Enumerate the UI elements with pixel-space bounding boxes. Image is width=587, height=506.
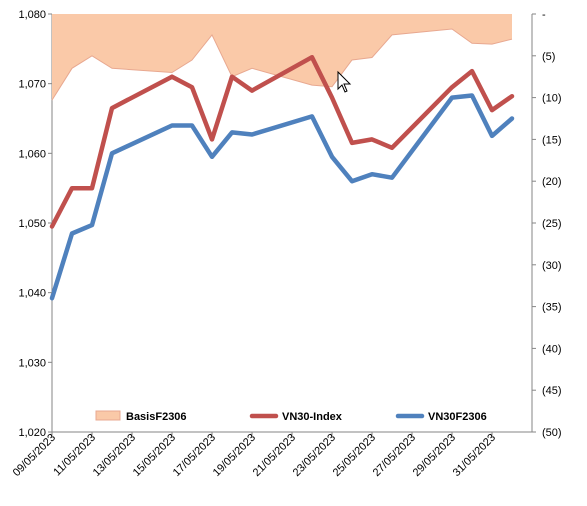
left-tick-label: 1,030: [18, 357, 46, 369]
right-tick-label: (5): [542, 51, 555, 63]
series-edge-basisf2306: [51, 28, 513, 101]
left-tick-label: 1,020: [18, 427, 46, 439]
left-y-axis: 1,020 1,030 1,040 1,050 1,060 1,070 1,080: [18, 9, 52, 439]
right-tick-label: (40): [542, 343, 562, 355]
series-line-vn30f2306: [49, 93, 515, 301]
left-tick-label: 1,070: [18, 79, 46, 91]
right-tick-label: -: [542, 9, 546, 21]
left-tick-label: 1,050: [18, 218, 46, 230]
right-tick-label: (20): [542, 176, 562, 188]
right-tick-label: (25): [542, 218, 562, 230]
x-tick-label: 31/05/2023: [451, 432, 498, 479]
left-tick-label: 1,060: [18, 148, 46, 160]
right-y-axis: - (5) (10) (15) (20) (25) (30) (35) (40) (45) (50): [532, 9, 562, 439]
right-tick-label: (50): [542, 427, 562, 439]
x-axis: 09/05/202311/05/202313/05/202315/05/2023…: [11, 432, 498, 479]
right-tick-label: (10): [542, 93, 562, 105]
legend-swatch-basisf2306: [95, 410, 121, 421]
legend-label: VN30-Index: [282, 411, 343, 423]
legend-label: VN30F2306: [428, 411, 487, 423]
left-tick-label: 1,040: [18, 288, 46, 300]
legend-label: BasisF2306: [126, 411, 187, 423]
right-tick-label: (30): [542, 260, 562, 272]
mouse-pointer-icon: [337, 70, 352, 93]
series-area-basisf2306: [52, 14, 512, 101]
right-tick-label: (45): [542, 385, 562, 397]
plot-area: [49, 14, 533, 433]
legend: BasisF2306 VN30-Index VN30F2306: [95, 410, 487, 423]
right-tick-label: (15): [542, 134, 562, 146]
series-line-vn30-index: [49, 54, 515, 229]
left-tick-label: 1,080: [18, 9, 46, 21]
right-tick-label: (35): [542, 302, 562, 314]
